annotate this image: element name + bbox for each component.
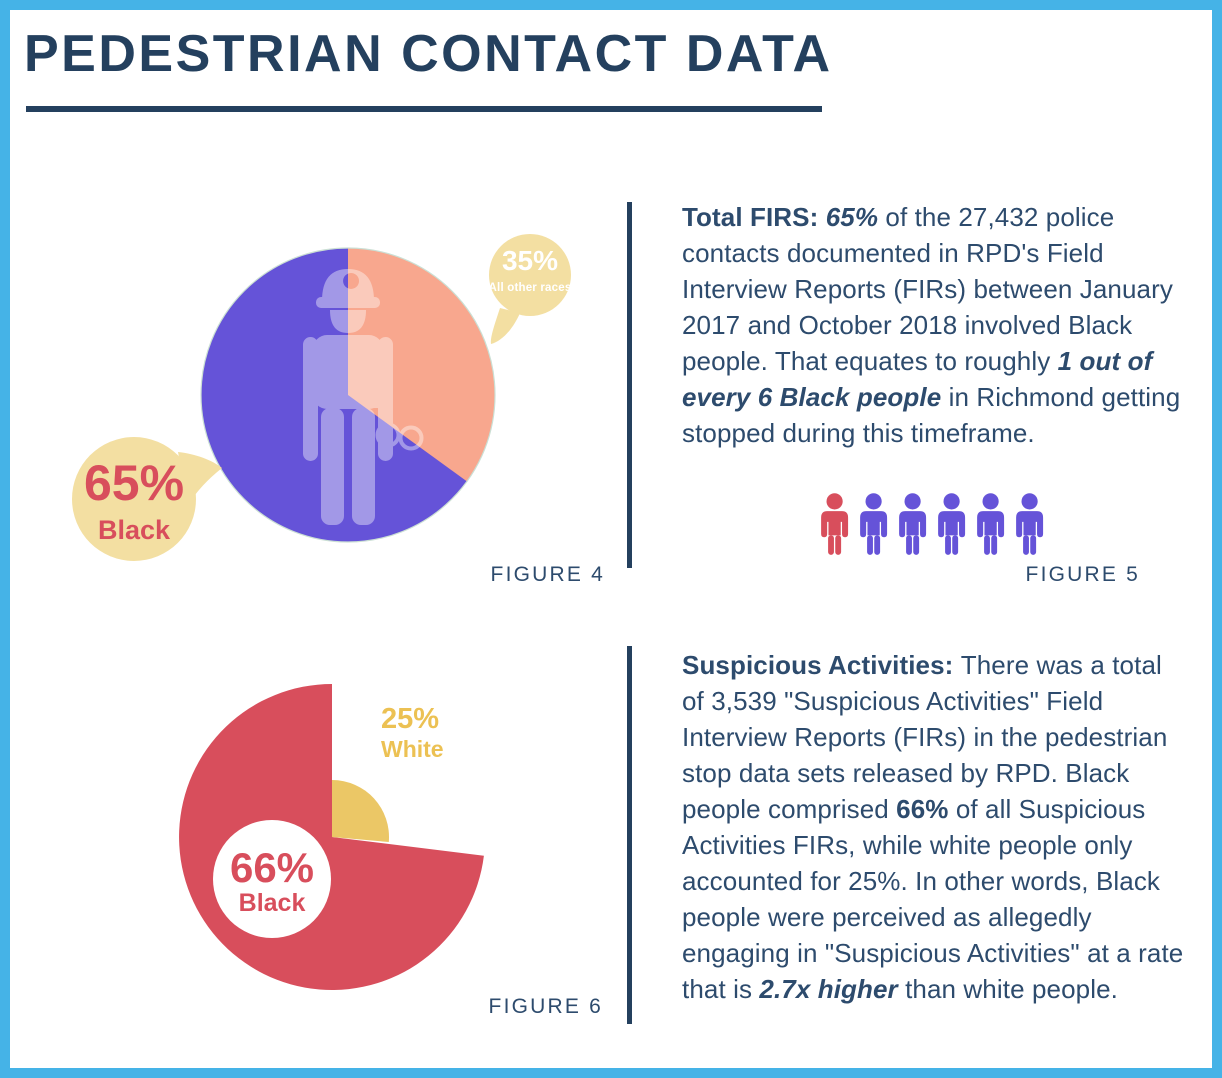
handcuffs-icon (375, 422, 424, 451)
bubble-65-value: 65% (83, 455, 185, 511)
bubble-35-value: 35% (501, 245, 559, 276)
paragraph-total-firs: Total FIRS: 65% of the 27,432 police con… (682, 202, 1181, 448)
bubble-65-caption: Black (97, 515, 171, 545)
police-officer-icon (303, 269, 424, 525)
figure6-label: FIGURE 6 (488, 995, 603, 1018)
person-icon-purple (977, 493, 1005, 555)
person-icon-red (821, 493, 849, 555)
figure6-center-badge (213, 820, 331, 938)
bubble-35-caption: All other races (488, 282, 572, 294)
figure5-people-icons (821, 493, 1044, 555)
page-title: PEDESTRIAN CONTACT DATA (24, 25, 833, 83)
figure4-slice-other-races (348, 248, 495, 482)
person-icon-purple (938, 493, 966, 555)
person-icon-purple (860, 493, 888, 555)
figure4-label: FIGURE 4 (490, 563, 605, 586)
title-underline (26, 106, 822, 112)
figure5-label: FIGURE 5 (1025, 563, 1140, 586)
figure6-pie-chart (179, 684, 484, 990)
section-divider-top (627, 202, 632, 568)
figure4-pie-chart (200, 247, 496, 543)
speech-bubble-35 (489, 234, 571, 344)
speech-bubble-65 (72, 437, 222, 561)
figure6-center-value: 66% (229, 844, 315, 891)
figure4-pie-outline (200, 247, 496, 543)
infographic-graphics (72, 234, 1044, 990)
figure6-slice-white (332, 779, 390, 842)
figure6-wedge-caption: White (381, 736, 444, 762)
figure6-wedge-value: 25% (381, 703, 440, 735)
section-divider-bottom (627, 646, 632, 1024)
person-icon-purple (899, 493, 927, 555)
figure6-center-caption: Black (238, 889, 306, 917)
person-icon-purple (1016, 493, 1044, 555)
paragraph-suspicious-activities: Suspicious Activities: There was a total… (682, 650, 1184, 1004)
